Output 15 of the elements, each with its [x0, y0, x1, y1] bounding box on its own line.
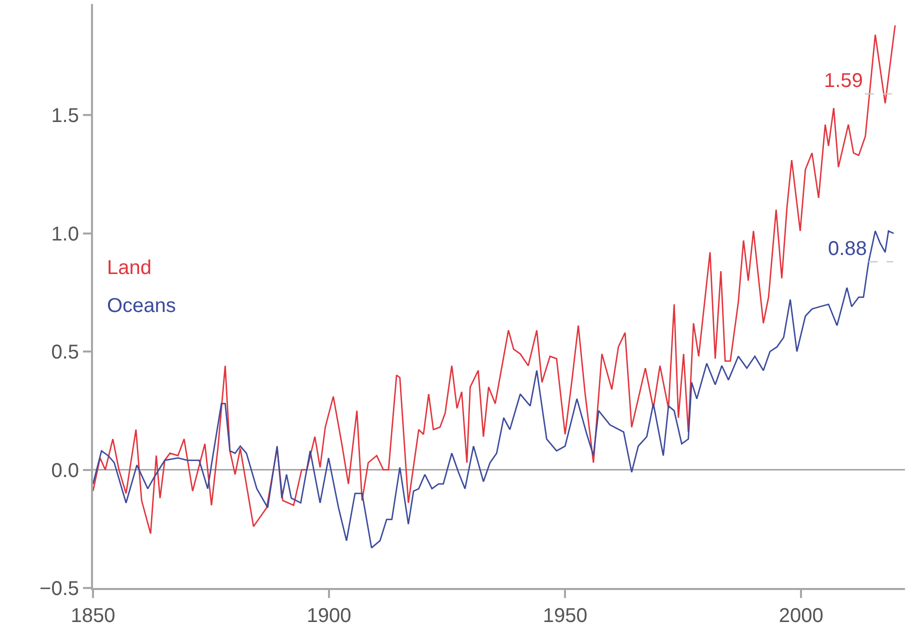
line-series	[93, 230, 894, 549]
x-tick-label: 1900	[306, 605, 352, 627]
annotation: 1.59	[824, 70, 863, 92]
y-tick-label: 1.5	[51, 105, 79, 128]
text: Oceans	[107, 295, 176, 317]
line-series	[93, 24, 896, 534]
text: Land	[107, 257, 152, 279]
x-tick-label: 1950	[542, 605, 588, 627]
y-tick-label: −0.5	[40, 578, 79, 600]
x-tick-label: 2000	[778, 605, 824, 627]
x-tick-label: 1850	[70, 605, 116, 627]
y-tick-label: 0.0	[51, 460, 79, 482]
annotation: 0.88	[828, 238, 867, 260]
y-tick-label: 1.0	[51, 223, 79, 246]
y-tick-label: 0.5	[51, 342, 79, 364]
